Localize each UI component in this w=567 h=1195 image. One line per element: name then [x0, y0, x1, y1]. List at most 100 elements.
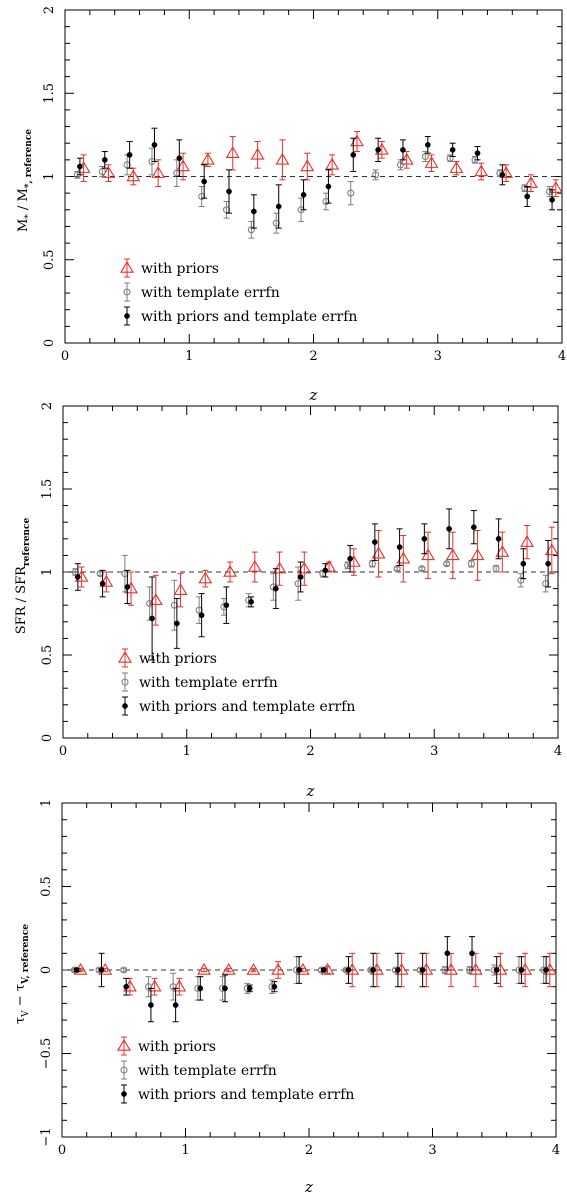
y-tick-label: 1.5	[40, 479, 55, 500]
data-point	[226, 188, 232, 195]
data-point	[444, 950, 451, 957]
data-point	[400, 147, 406, 153]
data-point	[247, 559, 262, 572]
data-point	[492, 565, 500, 573]
data-point	[222, 985, 228, 992]
data-point	[520, 560, 527, 567]
data-point	[424, 142, 431, 148]
data-point	[98, 967, 105, 973]
legend-label: with template errfn	[141, 285, 280, 301]
data-point	[320, 967, 327, 973]
legend-marker	[123, 288, 131, 296]
data-point	[151, 166, 166, 178]
data-point	[495, 535, 502, 542]
legend-marker	[120, 1066, 128, 1074]
data-point	[350, 134, 364, 147]
data-point	[173, 583, 188, 596]
data-point	[251, 208, 257, 215]
y-axis-label: M* / M*, reference	[16, 129, 34, 232]
data-point	[322, 197, 330, 206]
data-point	[272, 561, 287, 574]
y-tick-label: −1	[39, 1127, 54, 1146]
data-point	[449, 161, 464, 173]
data-point	[345, 967, 352, 973]
y-tick-label: −0.5	[39, 1038, 54, 1070]
data-point	[172, 1002, 179, 1008]
data-point	[176, 159, 190, 172]
data-point	[201, 178, 208, 185]
data-point	[123, 983, 130, 990]
legend-label: with template errfn	[138, 1063, 277, 1079]
x-tick-label: 2	[309, 349, 317, 364]
panel-tau-v-difference: 0 1 2 3 4 −1 −0.5 0 0.5 1 τV − τV, reference z with …	[13, 799, 560, 1195]
x-tick-label: 0	[61, 349, 69, 364]
data-point	[545, 560, 551, 567]
data-point	[198, 612, 205, 619]
data-point	[544, 543, 559, 556]
data-point	[275, 203, 282, 210]
data-point	[546, 187, 554, 196]
series-triangle	[74, 525, 559, 626]
y-tick-label: 0	[42, 339, 57, 347]
data-point	[176, 155, 183, 162]
x-tick-label: 2	[305, 1143, 313, 1158]
data-point	[469, 950, 475, 957]
data-point	[499, 171, 506, 178]
data-point	[271, 962, 286, 975]
data-point	[424, 156, 439, 168]
data-point	[396, 551, 411, 564]
legend-marker	[124, 313, 130, 319]
x-tick-label: 2	[306, 744, 314, 759]
data-point	[198, 192, 206, 201]
data-point	[174, 620, 180, 627]
series-dot	[74, 508, 552, 661]
x-tick-label: 0	[58, 1143, 66, 1158]
legend-label: with priors	[141, 261, 219, 277]
y-tick-label: 0	[39, 966, 54, 974]
legend-marker	[117, 1038, 131, 1051]
legend: with priors with template errfn with prior…	[118, 648, 355, 716]
x-tick-label: 1	[181, 1143, 189, 1158]
data-point	[170, 601, 178, 609]
legend-label: with priors and template errfn	[138, 1087, 354, 1103]
legend-label: with template errfn	[139, 675, 278, 691]
legend-label: with priors and template errfn	[139, 699, 355, 715]
data-point	[200, 152, 215, 165]
y-tick-label: 1	[42, 172, 57, 180]
x-tick-label: 4	[558, 349, 566, 364]
data-point	[521, 184, 529, 192]
data-point	[446, 525, 452, 532]
data-point	[144, 983, 152, 991]
data-point	[396, 544, 403, 550]
y-tick-label: 2	[40, 402, 55, 410]
legend-marker	[118, 650, 132, 663]
x-axis-label: z	[309, 386, 318, 404]
data-point	[120, 966, 128, 974]
data-point	[75, 574, 81, 580]
panel-stellar-mass-ratio: 0 1 2 3 4 0 0.5 1 1.5 2 M* / M*, reference z with pr…	[16, 6, 566, 404]
data-point	[421, 548, 436, 561]
data-point	[77, 163, 83, 170]
legend-label: with priors and template errfn	[141, 309, 357, 325]
data-point	[467, 560, 475, 568]
data-point	[520, 535, 535, 547]
data-point	[471, 524, 477, 531]
data-point	[272, 219, 280, 227]
x-tick-label: 0	[59, 744, 67, 759]
x-tick-label: 1	[185, 349, 193, 364]
panel-sfr-ratio: 0 1 2 3 4 0 0.5 1 1.5 2 SFR / SFRreference z with pr…	[14, 402, 562, 800]
legend-marker	[122, 703, 128, 709]
legend: with priors with template errfn with prior…	[120, 258, 357, 326]
data-point	[99, 580, 106, 587]
data-point	[548, 181, 563, 193]
data-point	[300, 191, 307, 198]
data-point	[169, 983, 177, 991]
data-point	[325, 157, 340, 170]
data-point	[474, 164, 489, 177]
y-tick-label: 0.5	[39, 876, 54, 897]
y-tick-label: 1	[39, 799, 54, 807]
data-point	[124, 584, 131, 590]
data-point	[395, 967, 401, 973]
data-point	[344, 561, 352, 569]
y-tick-label: 0.5	[42, 249, 57, 270]
